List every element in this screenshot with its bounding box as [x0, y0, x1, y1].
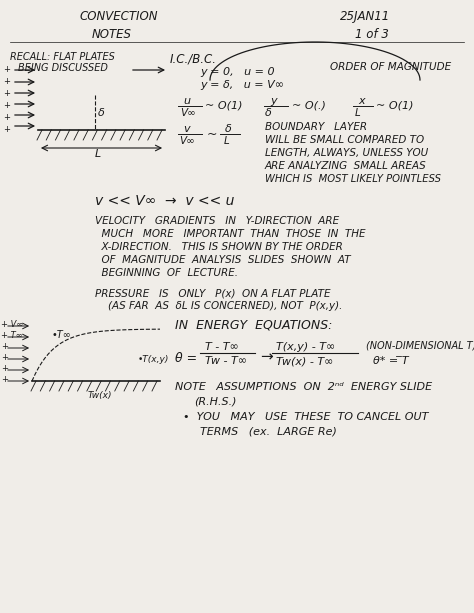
Text: VELOCITY   GRADIENTS   IN   Y-DIRECTION  ARE: VELOCITY GRADIENTS IN Y-DIRECTION ARE: [95, 216, 339, 226]
Text: OF  MAGNITUDE  ANALYSIS  SLIDES  SHOWN  AT: OF MAGNITUDE ANALYSIS SLIDES SHOWN AT: [95, 255, 351, 265]
Text: +: +: [1, 353, 8, 362]
Text: Tw(x): Tw(x): [88, 391, 112, 400]
Text: (NON-DIMENSIONAL T): (NON-DIMENSIONAL T): [366, 340, 474, 350]
Text: I.C./B.C.: I.C./B.C.: [170, 52, 217, 65]
Text: +: +: [3, 89, 10, 98]
Text: TERMS   (ex.  LARGE Re): TERMS (ex. LARGE Re): [200, 426, 337, 436]
Text: WILL BE SMALL COMPARED TO: WILL BE SMALL COMPARED TO: [265, 135, 424, 145]
Text: ~: ~: [207, 128, 218, 141]
Text: + T∞: + T∞: [1, 331, 23, 340]
Text: BEING DISCUSSED: BEING DISCUSSED: [18, 63, 108, 73]
Text: +: +: [3, 125, 10, 134]
Text: +: +: [1, 375, 8, 384]
Text: ORDER OF MAGNITUDE: ORDER OF MAGNITUDE: [330, 62, 451, 72]
Text: +: +: [3, 77, 10, 86]
Text: +: +: [1, 364, 8, 373]
Text: 25JAN11: 25JAN11: [340, 10, 390, 23]
Text: •  YOU   MAY   USE  THESE  TO CANCEL OUT: • YOU MAY USE THESE TO CANCEL OUT: [183, 412, 428, 422]
Text: y = δ,   u = V∞: y = δ, u = V∞: [200, 80, 284, 90]
Text: + V∞: + V∞: [1, 320, 23, 329]
Text: NOTE   ASSUMPTIONS  ON  2ⁿᵈ  ENERGY SLIDE: NOTE ASSUMPTIONS ON 2ⁿᵈ ENERGY SLIDE: [175, 382, 432, 392]
Text: +: +: [1, 342, 8, 351]
Text: L: L: [355, 108, 361, 118]
Text: θ =: θ =: [175, 352, 197, 365]
Text: X-DIRECTION.   THIS IS SHOWN BY THE ORDER: X-DIRECTION. THIS IS SHOWN BY THE ORDER: [95, 242, 343, 252]
Text: x: x: [358, 96, 365, 106]
Text: Tw(x) - T∞: Tw(x) - T∞: [276, 356, 333, 366]
Text: T - T∞: T - T∞: [205, 342, 239, 352]
Text: +: +: [3, 113, 10, 122]
Text: δ: δ: [265, 108, 272, 118]
Text: NOTES: NOTES: [92, 28, 132, 41]
Text: ~ O(1): ~ O(1): [205, 100, 243, 110]
Text: v: v: [183, 124, 190, 134]
Text: RECALL: FLAT PLATES: RECALL: FLAT PLATES: [10, 52, 115, 62]
Text: LENGTH, ALWAYS, UNLESS YOU: LENGTH, ALWAYS, UNLESS YOU: [265, 148, 428, 158]
Text: BEGINNING  OF  LECTURE.: BEGINNING OF LECTURE.: [95, 268, 238, 278]
Text: →: →: [260, 349, 273, 364]
Text: IN  ENERGY  EQUATIONS:: IN ENERGY EQUATIONS:: [175, 318, 332, 331]
Text: δ: δ: [225, 124, 232, 134]
Text: ~ O(1): ~ O(1): [376, 100, 413, 110]
Text: 1 of 3: 1 of 3: [355, 28, 389, 41]
Text: •T(x,y): •T(x,y): [138, 355, 169, 364]
Text: u: u: [183, 96, 190, 106]
Text: +: +: [3, 101, 10, 110]
Text: L: L: [95, 149, 101, 159]
Text: V∞: V∞: [179, 136, 195, 146]
Text: +: +: [3, 65, 10, 74]
Text: θ* = ̅T: θ* = ̅T: [373, 356, 409, 366]
Text: ARE ANALYZING  SMALL AREAS: ARE ANALYZING SMALL AREAS: [265, 161, 427, 171]
Text: δ: δ: [98, 108, 105, 118]
Text: (AS FAR  AS  δL IS CONCERNED), NOT  P(x,y).: (AS FAR AS δL IS CONCERNED), NOT P(x,y).: [108, 301, 342, 311]
Text: V∞: V∞: [180, 108, 196, 118]
Text: v << V∞  →  v << u: v << V∞ → v << u: [95, 194, 234, 208]
Text: T(x,y) - T∞: T(x,y) - T∞: [276, 342, 335, 352]
Text: L: L: [224, 136, 230, 146]
Text: (R.H.S.): (R.H.S.): [194, 396, 237, 406]
Text: CONVECTION: CONVECTION: [80, 10, 158, 23]
Text: MUCH   MORE   IMPORTANT  THAN  THOSE  IN  THE: MUCH MORE IMPORTANT THAN THOSE IN THE: [95, 229, 365, 239]
Text: y: y: [270, 96, 277, 106]
Text: y = 0,   u = 0: y = 0, u = 0: [200, 67, 274, 77]
Text: BOUNDARY   LAYER: BOUNDARY LAYER: [265, 122, 367, 132]
Text: WHICH IS  MOST LIKELY POINTLESS: WHICH IS MOST LIKELY POINTLESS: [265, 174, 441, 184]
Text: ~ O(.): ~ O(.): [292, 100, 326, 110]
Text: •T∞: •T∞: [52, 330, 72, 340]
Text: Tw - T∞: Tw - T∞: [205, 356, 247, 366]
Text: PRESSURE   IS   ONLY   P(x)  ON A FLAT PLATE: PRESSURE IS ONLY P(x) ON A FLAT PLATE: [95, 288, 330, 298]
